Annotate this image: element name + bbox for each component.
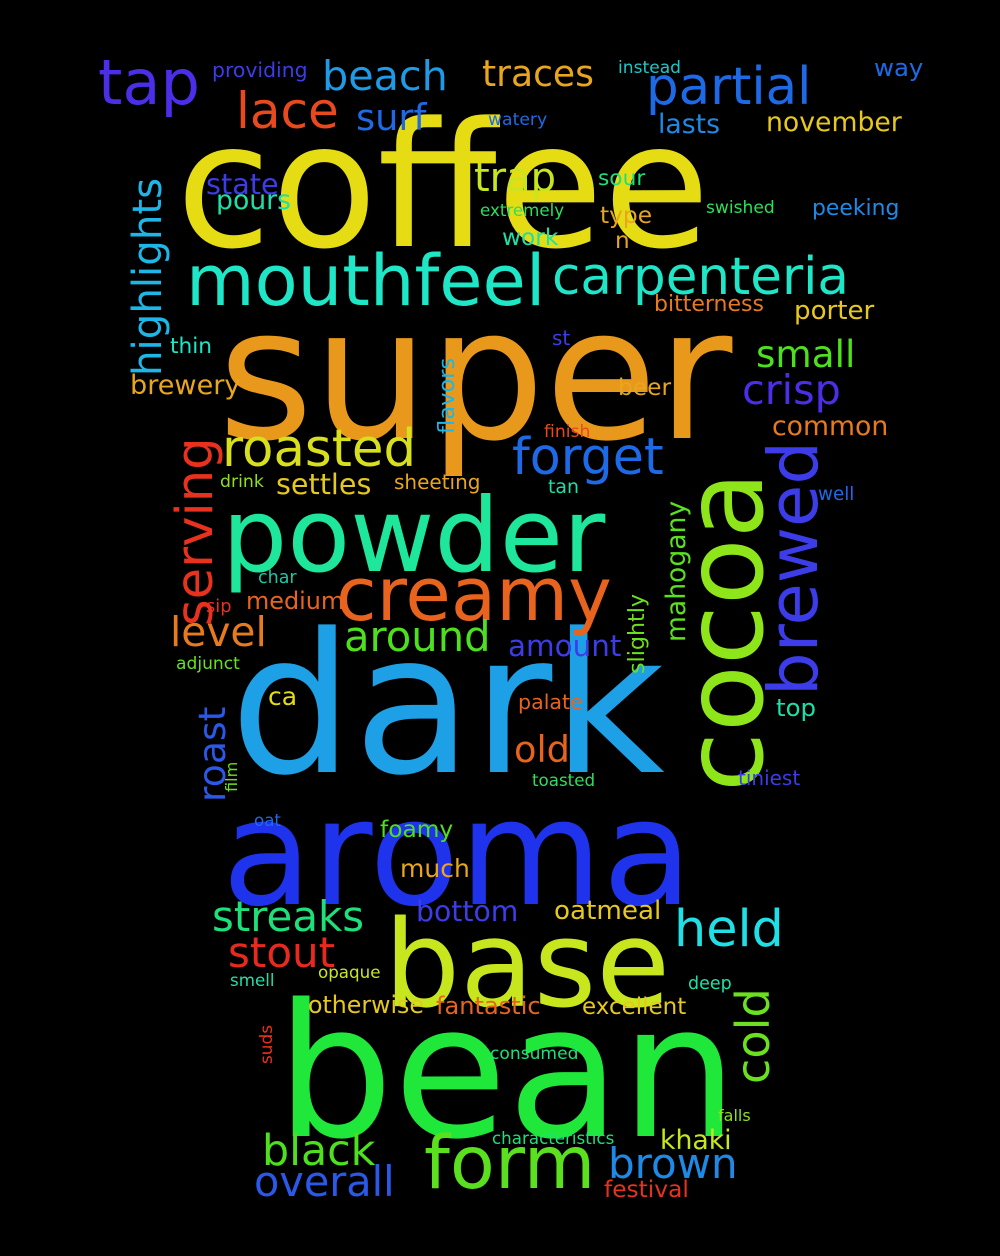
word-characteristics: characteristics (492, 1128, 615, 1148)
word-lasts: lasts (658, 109, 721, 140)
word-overall: overall (254, 1158, 395, 1206)
word-aroma: aroma (222, 768, 693, 939)
word-n: n (615, 228, 630, 254)
word-lace: lace (236, 82, 339, 140)
word-porter: porter (794, 296, 875, 326)
word-pours: pours (216, 185, 292, 216)
word-watery: watery (488, 110, 548, 130)
word-oat: oat (254, 810, 281, 830)
word-smell: smell (230, 970, 275, 990)
word-bean: bean (276, 964, 738, 1180)
word-carpenteria: carpenteria (552, 247, 849, 307)
word-partial: partial (646, 57, 812, 117)
word-amount: amount (508, 629, 622, 663)
word-highlights: highlights (124, 177, 171, 376)
word-deep: deep (688, 974, 732, 994)
word-tan: tan (548, 476, 579, 498)
word-november: november (766, 107, 902, 138)
word-well: well (818, 484, 855, 505)
word-sour: sour (598, 166, 646, 191)
word-small: small (756, 332, 856, 376)
word-stout: stout (228, 928, 336, 977)
word-much: much (400, 854, 470, 883)
word-st: st (552, 326, 571, 350)
word-base: base (384, 896, 671, 1035)
word-drink: drink (220, 472, 264, 492)
word-around: around (344, 612, 491, 661)
word-bitterness: bitterness (654, 292, 764, 317)
word-finish: finish (544, 422, 591, 442)
word-super: super (218, 269, 733, 482)
word-coffee: coffee (176, 85, 710, 287)
word-traces: traces (482, 53, 594, 95)
word-medium: medium (246, 587, 345, 615)
word-film: film (222, 761, 241, 792)
word-surf: surf (356, 96, 427, 139)
word-brewed: brewed (754, 440, 834, 696)
word-sheeting: sheeting (394, 470, 481, 494)
word-trap: trap (474, 155, 557, 201)
word-festival: festival (604, 1176, 689, 1203)
word-mahogany: mahogany (661, 500, 692, 642)
word-tiniest: tiniest (738, 766, 801, 790)
word-creamy: creamy (336, 552, 612, 638)
word-palate: palate (518, 690, 583, 714)
word-cold: cold (726, 988, 780, 1084)
word-slightly: slightly (624, 593, 650, 674)
word-suds: suds (256, 1024, 276, 1064)
word-common: common (772, 411, 889, 442)
word-instead: instead (618, 58, 682, 78)
word-consumed: consumed (490, 1044, 579, 1064)
word-opaque: opaque (318, 962, 381, 982)
word-peeking: peeking (812, 196, 900, 221)
word-mouthfeel: mouthfeel (186, 240, 546, 322)
word-streaks: streaks (212, 892, 365, 941)
word-settles: settles (276, 467, 372, 501)
word-ca: ca (268, 682, 298, 711)
word-roasted: roasted (222, 419, 417, 479)
word-state: state (206, 167, 279, 201)
word-beach: beach (322, 52, 448, 100)
word-forget: forget (512, 427, 664, 486)
word-providing: providing (212, 58, 308, 82)
word-swished: swished (706, 198, 775, 218)
word-crisp: crisp (742, 366, 841, 414)
word-held: held (674, 899, 784, 958)
word-brewery: brewery (130, 370, 241, 401)
word-type: type (600, 202, 653, 229)
word-thin: thin (170, 334, 213, 359)
word-toasted: toasted (532, 770, 596, 790)
word-khaki: khaki (660, 1125, 732, 1156)
word-way: way (874, 53, 924, 82)
word-brown: brown (608, 1139, 738, 1188)
word-beer: beer (618, 374, 672, 401)
word-tap: tap (98, 46, 200, 119)
word-fantastic: fantastic (436, 992, 541, 1020)
word-flavors: flavors (434, 357, 460, 434)
word-level: level (170, 608, 267, 656)
word-char: char (258, 568, 297, 588)
word-top: top (776, 693, 816, 722)
word-bottom: bottom (416, 895, 519, 928)
word-oatmeal: oatmeal (554, 896, 662, 926)
word-dark: dark (230, 592, 665, 818)
word-otherwise: otherwise (308, 991, 424, 1019)
word-old: old (514, 728, 570, 771)
word-foamy: foamy (380, 816, 454, 843)
word-form: form (424, 1121, 596, 1206)
word-adjunct: adjunct (176, 654, 240, 674)
word-sip: sip (206, 596, 232, 617)
word-falls: falls (718, 1106, 751, 1125)
word-powder: powder (222, 476, 606, 596)
word-work: work (502, 224, 559, 251)
word-extremely: extremely (480, 200, 565, 220)
word-excellent: excellent (582, 994, 687, 1020)
word-black: black (262, 1126, 376, 1176)
